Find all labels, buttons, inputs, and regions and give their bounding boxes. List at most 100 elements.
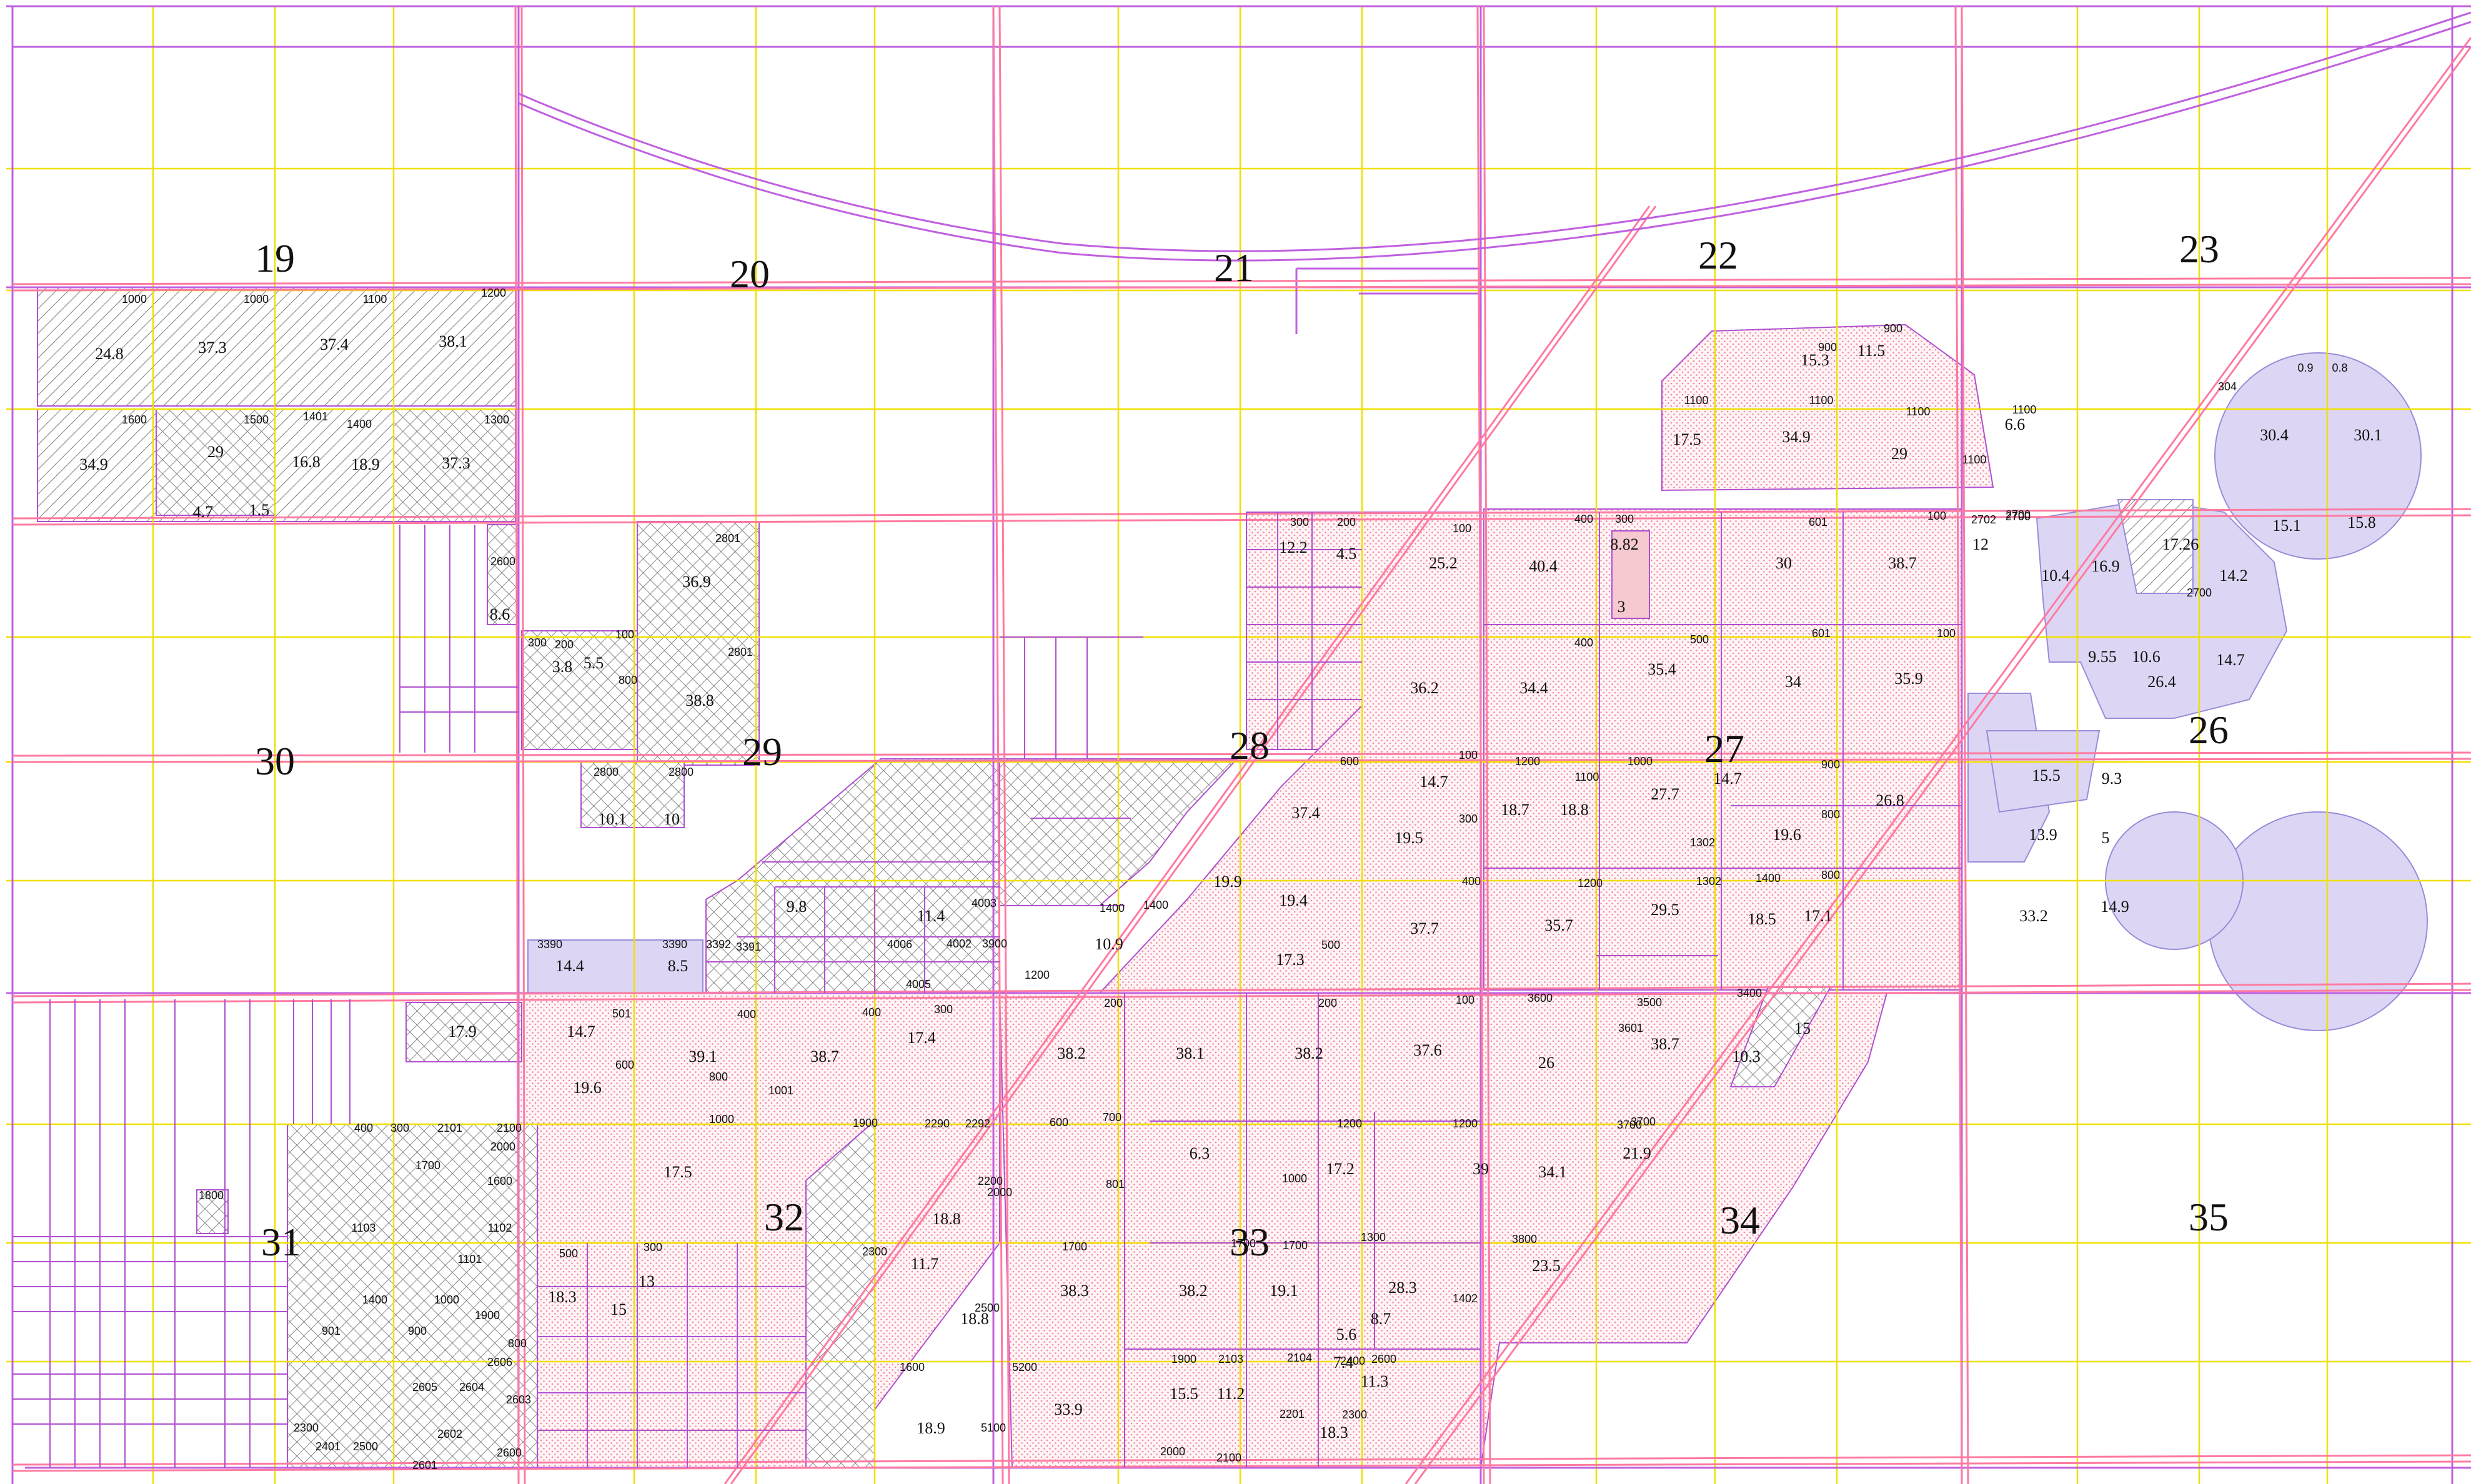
parcel-number: 2603 (506, 1393, 531, 1406)
acreage-label: 38.1 (1176, 1044, 1205, 1062)
parcel-number: 1001 (768, 1084, 793, 1097)
acreage-label: 7.4 (1333, 1353, 1354, 1372)
acreage-label: 10.3 (1732, 1047, 1761, 1066)
parcel-number: 800 (619, 674, 637, 686)
parcel-number: 200 (1104, 997, 1123, 1009)
parcel-number: 2100 (497, 1122, 522, 1134)
parcel-number: 100 (1453, 522, 1471, 535)
parcel-number: 2300 (862, 1245, 887, 1258)
parcel-number: 300 (1615, 513, 1634, 525)
acreage-label: 28.3 (1388, 1279, 1417, 1297)
acreage-label: 38.1 (439, 332, 467, 350)
parcel-number: 700 (1103, 1111, 1121, 1124)
parcel-number: 5100 (981, 1422, 1006, 1434)
parcel-number: 3600 (1528, 992, 1553, 1004)
acreage-label: 39 (1473, 1160, 1489, 1178)
acreage-label: 35.9 (1894, 670, 1923, 688)
acreage-label: 5.6 (1336, 1325, 1357, 1343)
acreage-label: 14.2 (2219, 566, 2248, 585)
parcel-number: 901 (322, 1325, 341, 1337)
parcel-number: 1000 (244, 293, 269, 305)
parcel-number: 1700 (1231, 1237, 1256, 1250)
parcel-number: 3390 (537, 938, 562, 951)
acreage-label: 18.3 (1320, 1423, 1348, 1442)
acreage-label: 16.8 (292, 453, 321, 471)
parcel-number: 900 (1821, 758, 1840, 771)
acreage-label: 36.9 (682, 573, 711, 591)
section-number: 35 (2189, 1195, 2229, 1239)
parcel-number: 801 (1106, 1178, 1125, 1190)
parcel-number: 1100 (1962, 453, 1987, 466)
parcel-number: 1302 (1690, 836, 1715, 849)
acreage-label: 15.8 (2347, 513, 2376, 532)
parcel-number: 300 (390, 1122, 409, 1134)
parcel-number: 1700 (1062, 1240, 1087, 1253)
parcel-number: 3390 (662, 938, 687, 951)
parcel-number: 1400 (1143, 899, 1168, 911)
acreage-label: 18.8 (932, 1210, 961, 1228)
acreage-label: 38.3 (1060, 1282, 1089, 1300)
acreage-label: 38.8 (685, 691, 714, 710)
parcel-number: 100 (1459, 749, 1478, 761)
acreage-label: 25.2 (1429, 554, 1458, 572)
parcel-number: 3900 (982, 937, 1007, 950)
acreage-label: 17.2 (1326, 1160, 1355, 1178)
acreage-label: 15.5 (2032, 766, 2061, 784)
parcel-number: 1200 (481, 287, 506, 299)
parcel-number: 1200 (1337, 1117, 1362, 1130)
parcel-number: 1600 (487, 1175, 512, 1187)
parcel-number: 1200 (1578, 877, 1603, 889)
parcel-number: 2801 (728, 646, 753, 658)
parcel-number: 1000 (1628, 755, 1653, 768)
parcel-number: 400 (1574, 513, 1593, 525)
parcel-number: 2292 (965, 1117, 990, 1130)
parcel-number: 2602 (437, 1428, 462, 1440)
acreage-label: 34.9 (1782, 428, 1811, 446)
parcel-number: 400 (737, 1008, 756, 1021)
parcel-number: 100 (1937, 627, 1956, 640)
parcel-number: 2300 (1342, 1408, 1367, 1421)
section-number: 21 (1214, 245, 1254, 290)
section-number: 31 (261, 1220, 301, 1264)
parcel-number: 100 (615, 628, 634, 641)
acreage-label: 29 (207, 443, 224, 461)
parcel-number: 1302 (1696, 875, 1721, 888)
acreage-label: 27.7 (1651, 785, 1679, 803)
acreage-label: 38.2 (1057, 1044, 1086, 1062)
parcel-number: 2801 (715, 532, 740, 545)
parcel-number: 2700 (2006, 510, 2031, 523)
parcel-number: 1101 (458, 1253, 482, 1265)
parcel-number: 600 (1340, 755, 1359, 768)
parcel-number: 1700 (415, 1159, 440, 1172)
parcel-number: 1900 (475, 1309, 500, 1322)
acreage-label: 9.8 (787, 898, 807, 916)
parcel-number: 2401 (316, 1440, 341, 1453)
acreage-label: 15.1 (2272, 517, 2301, 535)
section-number: 33 (1230, 1220, 1270, 1264)
acreage-label: 14.7 (567, 1022, 595, 1041)
acreage-label: 14.7 (2216, 651, 2245, 669)
parcel-number: 601 (1812, 627, 1831, 640)
acreage-label: 11.2 (1217, 1385, 1245, 1403)
parcel-number: 2100 (1216, 1452, 1241, 1464)
parcel-number: 800 (1821, 808, 1840, 821)
parcel-number: 400 (354, 1122, 373, 1134)
acreage-label: 15.3 (1801, 351, 1829, 369)
acreage-label: 14.7 (1713, 769, 1742, 788)
parcel-number: 3700 (1617, 1119, 1642, 1131)
parcel-number: 2201 (1280, 1408, 1305, 1420)
acreage-label: 38.2 (1295, 1044, 1323, 1062)
parcel-number: 1100 (1809, 394, 1834, 407)
acreage-label: 23.5 (1532, 1257, 1561, 1275)
section-number: 27 (1704, 726, 1744, 771)
parcel-number: 2300 (294, 1422, 319, 1434)
acreage-label: 8.7 (1371, 1310, 1391, 1328)
acreage-label: 18.8 (960, 1310, 989, 1328)
acreage-label: 17.1 (1804, 907, 1832, 925)
section-number: 30 (255, 739, 295, 783)
parcel-number: 1800 (199, 1189, 224, 1202)
parcel-number: 2000 (987, 1186, 1012, 1199)
parcel-number: 1102 (488, 1222, 512, 1234)
acreage-label: 35.4 (1648, 660, 1676, 678)
